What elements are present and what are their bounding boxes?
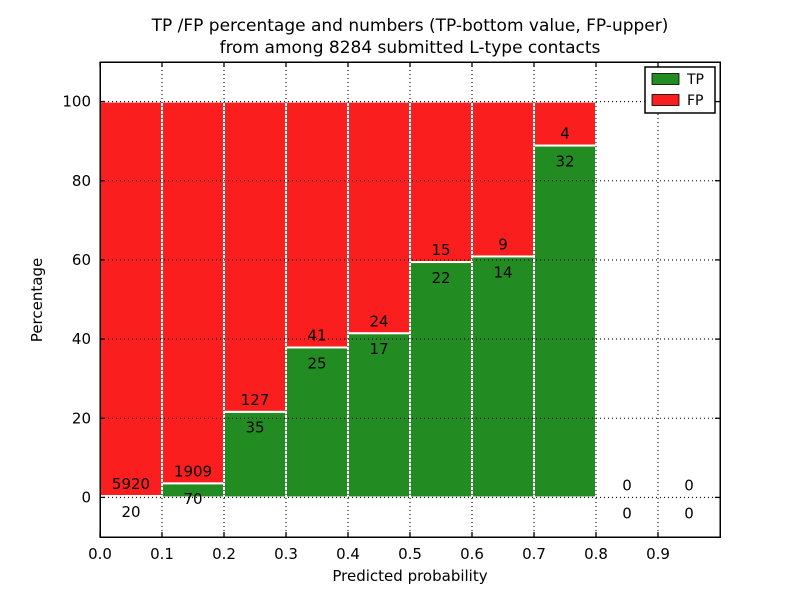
fp-count-label: 9 xyxy=(498,236,508,254)
bar-segment-tp xyxy=(347,332,411,499)
bar-segment-fp xyxy=(161,100,225,485)
legend-swatch-tp xyxy=(651,73,680,85)
axes-layer xyxy=(99,61,721,538)
chart-title-line2: from among 8284 submitted L-type contact… xyxy=(220,38,601,58)
tick-labels-layer: 0.0 0.1 0.2 0.3 0.4 0.5 0.6 0.7 0.8 0.90204060801… xyxy=(62,93,670,563)
x-tick-label: 0.1 xyxy=(150,545,174,563)
annotations-layer: 5920 20 1909 70 127 35 41 25 24 17 15 22 9 14 4 32 0 0 0 0 xyxy=(112,125,694,523)
tp-count-label: 35 xyxy=(245,419,264,437)
tp-count-label: 17 xyxy=(369,340,388,358)
fp-count-label: 5920 xyxy=(112,475,150,493)
y-tick-label: 0 xyxy=(81,488,91,506)
bar-segment-fp xyxy=(99,100,163,498)
tp-count-label: 0 xyxy=(684,504,694,522)
fp-count-label: 41 xyxy=(307,327,326,345)
tp-count-label: 22 xyxy=(431,269,450,287)
fp-count-label: 0 xyxy=(684,477,694,495)
tp-count-label: 0 xyxy=(622,504,632,522)
chart-title-line1: TP /FP percentage and numbers (TP-bottom… xyxy=(151,16,669,36)
x-tick-label: 0.9 xyxy=(646,545,670,563)
x-tick-label: 0.8 xyxy=(584,545,608,563)
bar-segment-fp xyxy=(347,100,411,335)
bar-segment-tp xyxy=(533,144,597,499)
x-tick-label: 0.0 xyxy=(88,545,112,563)
x-tick-label: 0.7 xyxy=(522,545,546,563)
x-axis-label: Predicted probability xyxy=(332,567,487,585)
y-tick-label: 20 xyxy=(72,409,91,427)
legend: TP FP xyxy=(644,66,716,114)
legend-swatch-fp xyxy=(651,94,680,106)
y-tick-label: 100 xyxy=(62,93,91,111)
legend-label-tp: TP xyxy=(686,72,704,88)
bar-segment-tp xyxy=(409,261,473,499)
tp-count-label: 32 xyxy=(555,152,574,170)
x-tick-label: 0.6 xyxy=(460,545,484,563)
y-tick-label: 60 xyxy=(72,251,91,269)
fp-count-label: 127 xyxy=(241,391,270,409)
fp-count-label: 15 xyxy=(431,241,450,259)
tp-count-label: 25 xyxy=(307,354,326,372)
tp-count-label: 14 xyxy=(493,263,512,281)
fp-count-label: 0 xyxy=(622,477,632,495)
y-tick-label: 80 xyxy=(72,172,91,190)
x-tick-label: 0.3 xyxy=(274,545,298,563)
bar-segment-fp xyxy=(533,100,597,147)
gridlines-layer xyxy=(99,62,720,537)
tp-count-label: 20 xyxy=(121,503,140,521)
bars-layer xyxy=(99,100,597,499)
fp-count-label: 24 xyxy=(369,312,388,330)
y-axis-label: Percentage xyxy=(28,258,46,342)
x-tick-label: 0.2 xyxy=(212,545,236,563)
bar-segment-fp xyxy=(223,100,287,413)
bar-segment-fp xyxy=(471,100,535,258)
tp-count-label: 70 xyxy=(183,490,202,508)
bar-segment-tp xyxy=(471,255,535,499)
bar-segment-fp xyxy=(285,100,349,349)
fp-count-label: 1909 xyxy=(174,463,212,481)
fp-count-label: 4 xyxy=(560,125,570,143)
bar-segment-tp xyxy=(223,410,287,499)
bar-segment-fp xyxy=(409,100,473,264)
legend-label-fp: FP xyxy=(687,93,704,109)
x-tick-label: 0.5 xyxy=(398,545,422,563)
y-tick-label: 40 xyxy=(72,330,91,348)
x-tick-label: 0.4 xyxy=(336,545,360,563)
